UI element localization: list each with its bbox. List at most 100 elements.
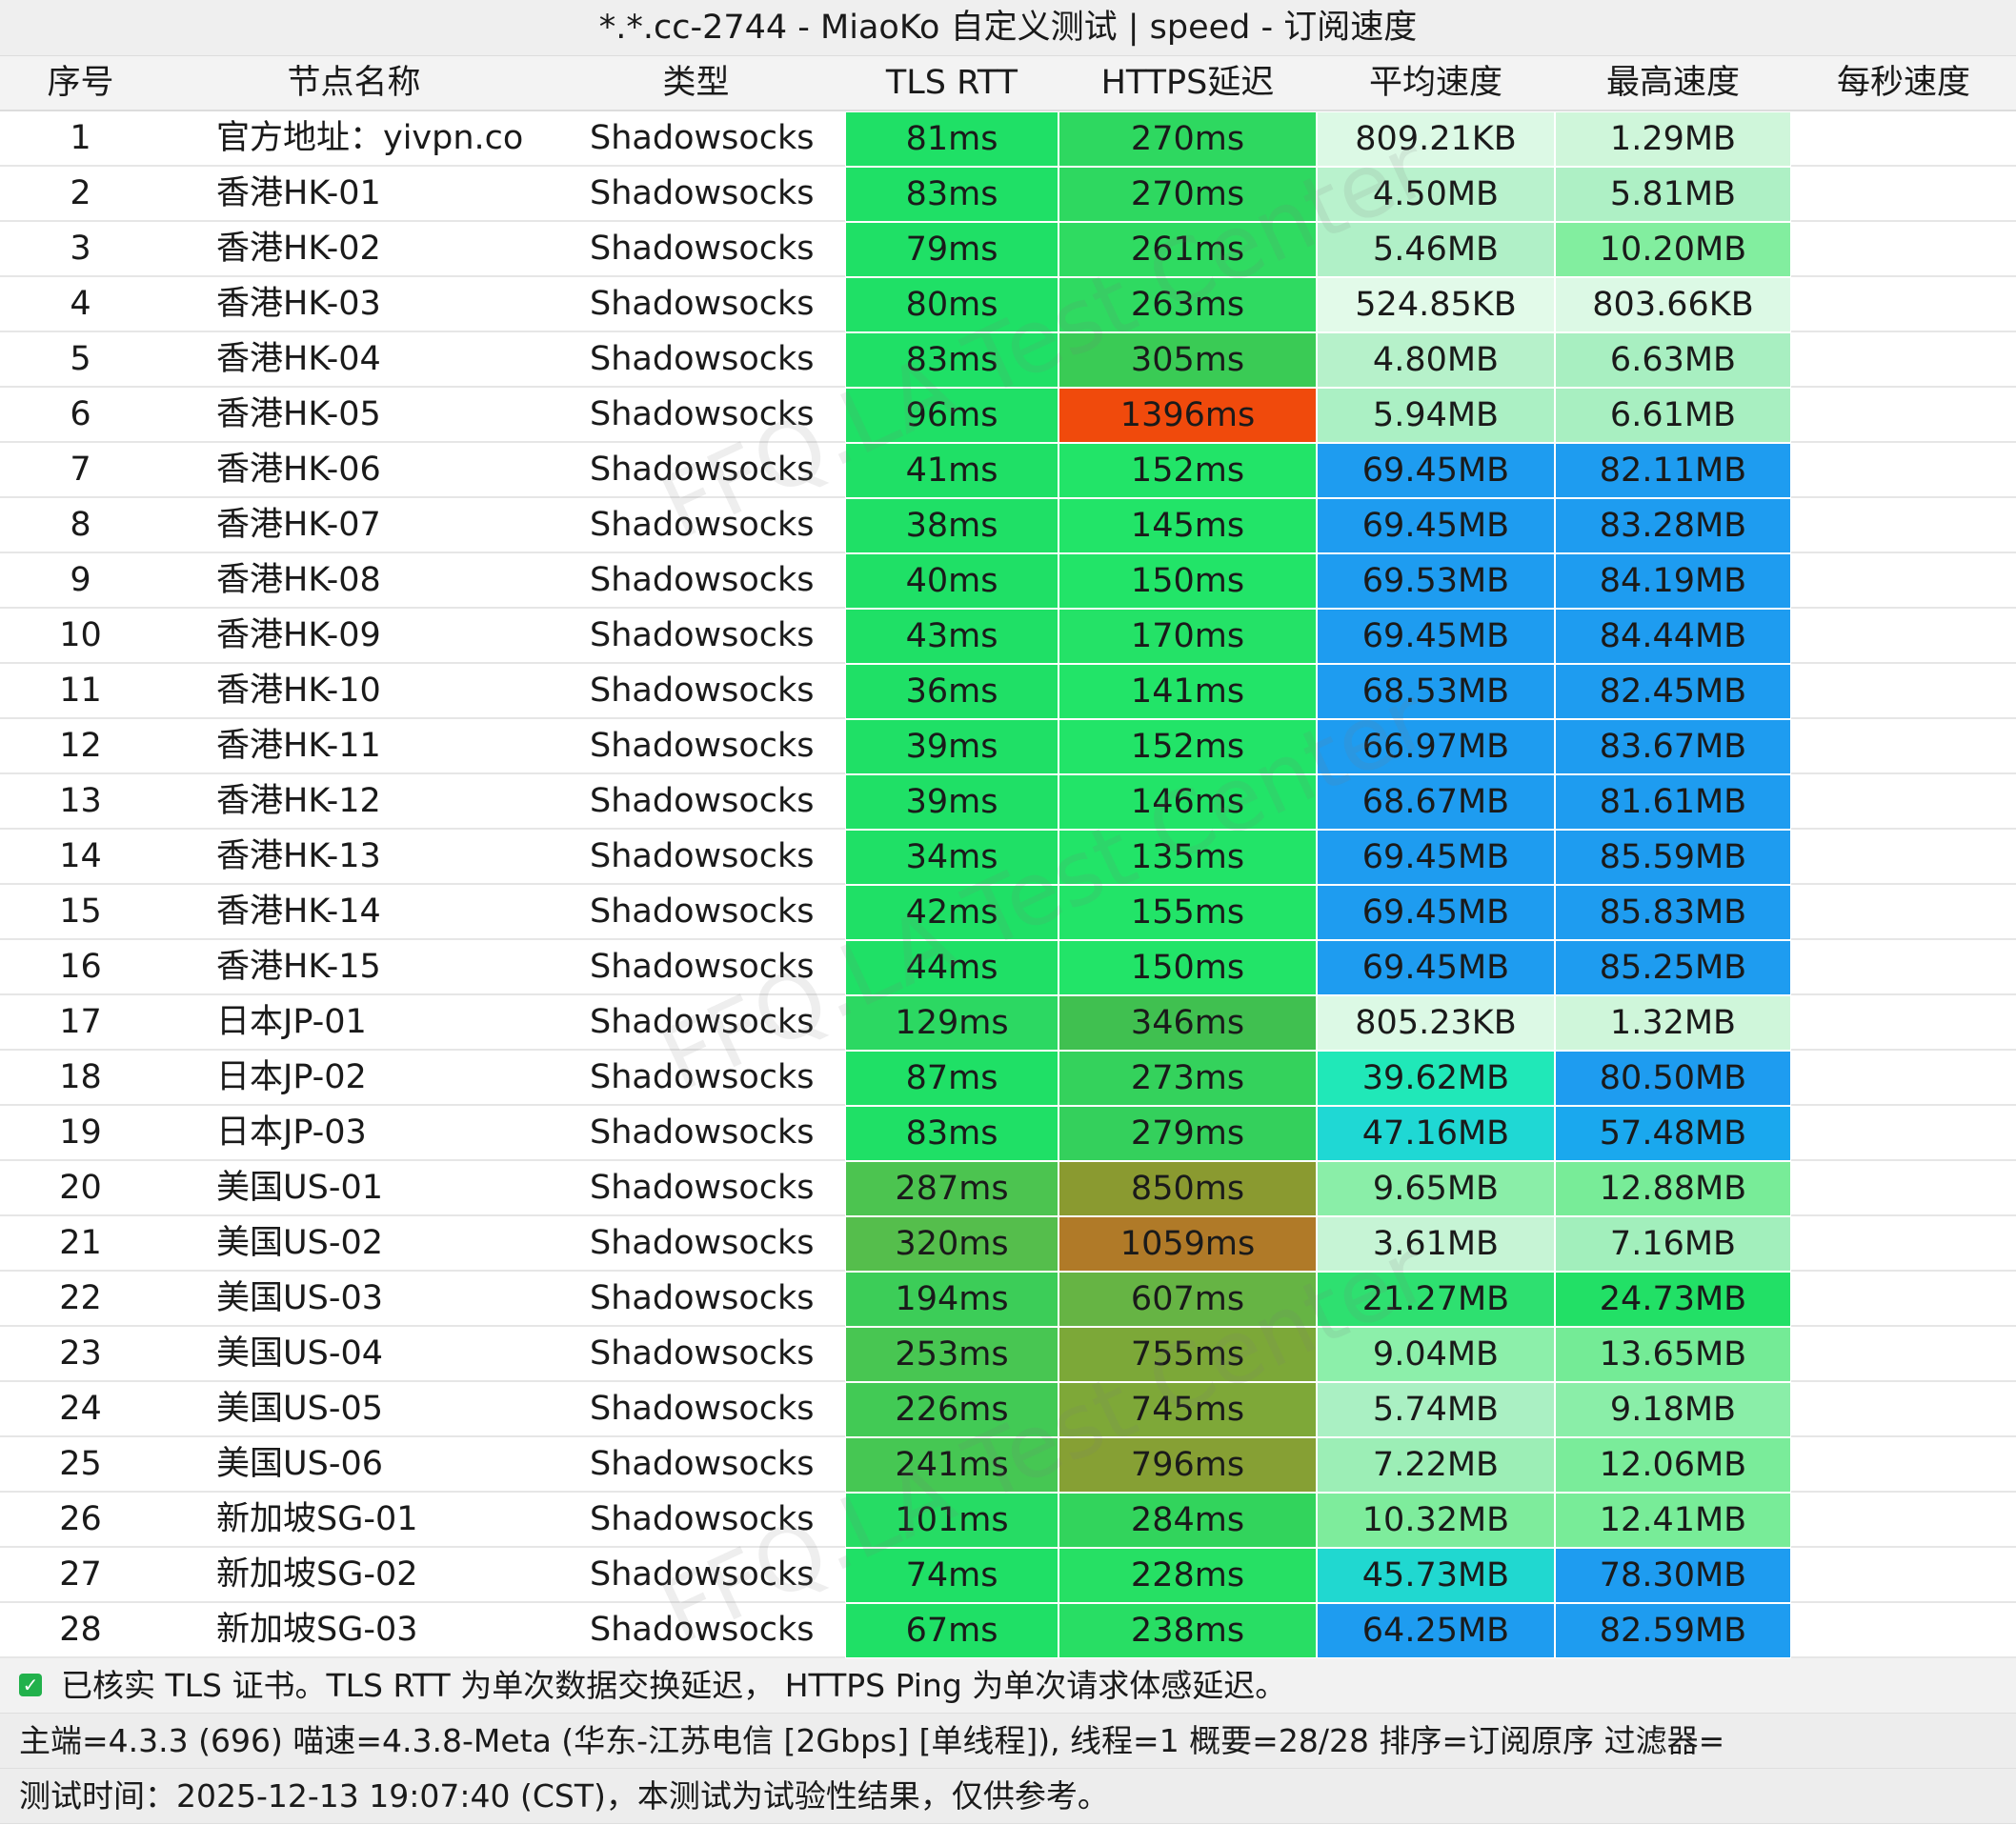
column-header: 序号 [0, 56, 161, 111]
table-cell: 官方地址：yivpn.co [161, 111, 547, 167]
table-cell: Shadowsocks [547, 940, 845, 995]
table-cell: 34ms [845, 830, 1058, 885]
column-header: 平均速度 [1317, 56, 1555, 111]
table-cell: 346ms [1058, 995, 1317, 1051]
table-cell: 41ms [845, 443, 1058, 498]
table-cell: 850ms [1058, 1161, 1317, 1216]
speed-graph-cell [1791, 167, 2016, 222]
speed-graph-cell [1791, 332, 2016, 388]
speed-graph-cell [1791, 111, 2016, 167]
table-cell: 81.61MB [1555, 774, 1791, 830]
speed-graph-cell [1791, 1161, 2016, 1216]
table-cell: 新加坡SG-01 [161, 1493, 547, 1548]
table-cell: 美国US-05 [161, 1382, 547, 1437]
speed-graph-cell [1791, 1437, 2016, 1493]
table-cell: Shadowsocks [547, 167, 845, 222]
table-cell: 69.45MB [1317, 609, 1555, 664]
table-cell: 5.94MB [1317, 388, 1555, 443]
table-cell: 129ms [845, 995, 1058, 1051]
table-cell: 83.28MB [1555, 498, 1791, 553]
table-cell: 69.53MB [1317, 553, 1555, 609]
table-cell: 44ms [845, 940, 1058, 995]
table-cell: 24.73MB [1555, 1272, 1791, 1327]
table-cell: 238ms [1058, 1603, 1317, 1658]
speed-graph-cell [1791, 443, 2016, 498]
table-cell: 23 [0, 1327, 161, 1382]
table-cell: 香港HK-03 [161, 277, 547, 332]
table-cell: Shadowsocks [547, 1327, 845, 1382]
table-cell: 1.32MB [1555, 995, 1791, 1051]
speed-graph-cell [1791, 830, 2016, 885]
table-cell: Shadowsocks [547, 995, 845, 1051]
footer: ✓ 已核实 TLS 证书。TLS RTT 为单次数据交换延迟， HTTPS Pin… [0, 1658, 2016, 1825]
table-cell: 24 [0, 1382, 161, 1437]
table-cell: 26 [0, 1493, 161, 1548]
table-cell: 20 [0, 1161, 161, 1216]
table-cell: 22 [0, 1272, 161, 1327]
table-cell: Shadowsocks [547, 719, 845, 774]
speed-graph-cell [1791, 388, 2016, 443]
table-row: 22 美国US-03 Shadowsocks 194ms 607ms 21.27MB 24.… [0, 1272, 2016, 1327]
table-cell: 17 [0, 995, 161, 1051]
table-cell: 美国US-03 [161, 1272, 547, 1327]
table-cell: 5 [0, 332, 161, 388]
table-cell: 香港HK-14 [161, 885, 547, 940]
table-cell: 香港HK-01 [161, 167, 547, 222]
table-cell: 82.11MB [1555, 443, 1791, 498]
footer-line: ✓ 已核实 TLS 证书。TLS RTT 为单次数据交换延迟， HTTPS Pin… [0, 1658, 2016, 1714]
table-cell: 美国US-02 [161, 1216, 547, 1272]
table-cell: 745ms [1058, 1382, 1317, 1437]
speed-graph-cell [1791, 1382, 2016, 1437]
table-cell: 805.23KB [1317, 995, 1555, 1051]
column-header: TLS RTT [845, 56, 1058, 111]
table-row: 21 美国US-02 Shadowsocks 320ms 1059ms 3.61MB 7.1… [0, 1216, 2016, 1272]
table-cell: 74ms [845, 1548, 1058, 1603]
table-cell: Shadowsocks [547, 1161, 845, 1216]
table-cell: 13.65MB [1555, 1327, 1791, 1382]
table-cell: 1396ms [1058, 388, 1317, 443]
table-cell: 6 [0, 388, 161, 443]
table-row: 14 香港HK-13 Shadowsocks 34ms 135ms 69.45MB 85.5… [0, 830, 2016, 885]
table-cell: 9.18MB [1555, 1382, 1791, 1437]
table-cell: 14 [0, 830, 161, 885]
table-row: 6 香港HK-05 Shadowsocks 96ms 1396ms 5.94MB 6.61M… [0, 388, 2016, 443]
table-cell: 16 [0, 940, 161, 995]
table-cell: 美国US-04 [161, 1327, 547, 1382]
table-cell: 4.50MB [1317, 167, 1555, 222]
table-cell: 270ms [1058, 111, 1317, 167]
table-cell: 27 [0, 1548, 161, 1603]
table-cell: 21 [0, 1216, 161, 1272]
table-cell: 263ms [1058, 277, 1317, 332]
table-cell: 150ms [1058, 940, 1317, 995]
table-cell: Shadowsocks [547, 443, 845, 498]
table-cell: 320ms [845, 1216, 1058, 1272]
table-cell: 7.16MB [1555, 1216, 1791, 1272]
table-row: 20 美国US-01 Shadowsocks 287ms 850ms 9.65MB 12.8… [0, 1161, 2016, 1216]
table-row: 24 美国US-05 Shadowsocks 226ms 745ms 5.74MB 9.18… [0, 1382, 2016, 1437]
speed-graph-cell [1791, 1051, 2016, 1106]
table-cell: Shadowsocks [547, 1437, 845, 1493]
table-cell: 42ms [845, 885, 1058, 940]
table-cell: 82.59MB [1555, 1603, 1791, 1658]
table-cell: Shadowsocks [547, 1216, 845, 1272]
result-table: 序号 节点名称 类型 TLS RTT HTTPS延迟 平均速度 最高速度 每秒速度 1 官方地址：… [0, 56, 2016, 1658]
table-cell: 18 [0, 1051, 161, 1106]
table-cell: 67ms [845, 1603, 1058, 1658]
table-cell: 45.73MB [1317, 1548, 1555, 1603]
table-cell: 香港HK-12 [161, 774, 547, 830]
table-cell: 新加坡SG-03 [161, 1603, 547, 1658]
header-row: 序号 节点名称 类型 TLS RTT HTTPS延迟 平均速度 最高速度 每秒速度 [0, 56, 2016, 111]
table-cell: 1 [0, 111, 161, 167]
table-cell: 524.85KB [1317, 277, 1555, 332]
table-cell: 68.67MB [1317, 774, 1555, 830]
table-cell: 152ms [1058, 443, 1317, 498]
table-cell: 150ms [1058, 553, 1317, 609]
table-cell: 19 [0, 1106, 161, 1161]
table-cell: 10 [0, 609, 161, 664]
table-cell: 146ms [1058, 774, 1317, 830]
table-cell: 36ms [845, 664, 1058, 719]
speed-graph-cell [1791, 940, 2016, 995]
table-cell: 10.32MB [1317, 1493, 1555, 1548]
table-cell: 香港HK-11 [161, 719, 547, 774]
